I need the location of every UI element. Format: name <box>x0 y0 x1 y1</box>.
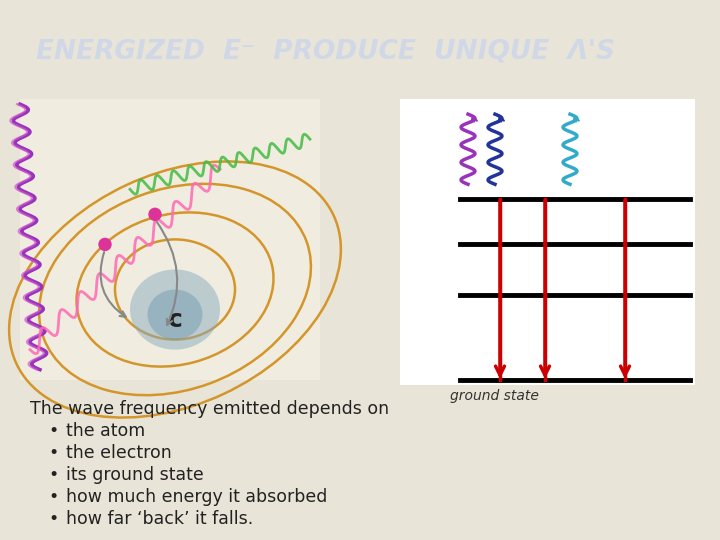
Text: The wave frequency emitted depends on: The wave frequency emitted depends on <box>30 400 389 418</box>
Text: •: • <box>48 510 58 528</box>
Text: •: • <box>48 444 58 462</box>
Text: •: • <box>48 466 58 484</box>
Bar <box>20 99 320 380</box>
Text: the electron: the electron <box>66 444 172 462</box>
Text: ENERGIZED  E⁻  PRODUCE  UNIQUE  Λ'S: ENERGIZED E⁻ PRODUCE UNIQUE Λ'S <box>36 39 615 65</box>
Ellipse shape <box>130 269 220 349</box>
Text: •: • <box>48 422 58 440</box>
Circle shape <box>149 208 161 220</box>
Text: how much energy it absorbed: how much energy it absorbed <box>66 488 328 506</box>
Text: how far ‘back’ it falls.: how far ‘back’ it falls. <box>66 510 253 528</box>
Bar <box>400 99 695 384</box>
Text: the atom: the atom <box>66 422 145 440</box>
Text: ground state: ground state <box>450 389 539 403</box>
Text: its ground state: its ground state <box>66 466 204 484</box>
Ellipse shape <box>148 289 202 340</box>
Text: c: c <box>168 308 182 332</box>
Text: •: • <box>48 488 58 506</box>
Circle shape <box>99 238 111 251</box>
